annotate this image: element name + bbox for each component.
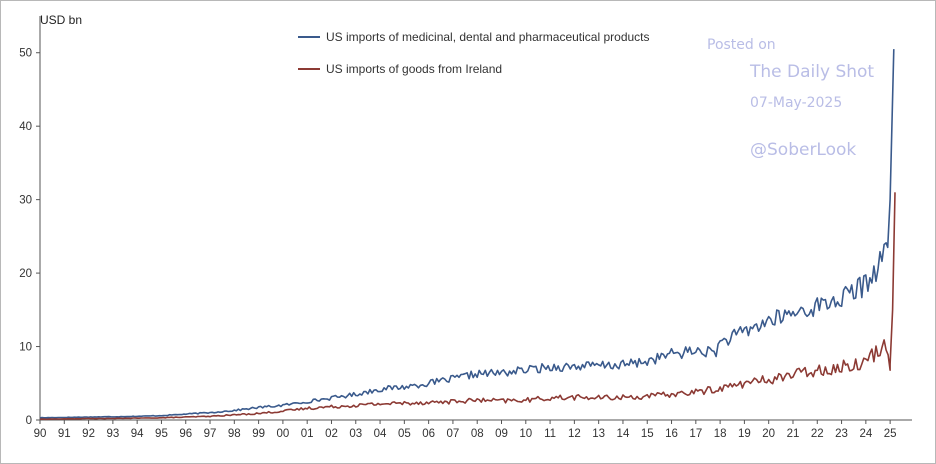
- watermark-site: The Daily Shot: [749, 62, 874, 82]
- y-tick-label: 30: [19, 195, 32, 207]
- x-tick-label: 15: [641, 428, 654, 440]
- x-tick-label: 03: [349, 428, 362, 440]
- y-axis-ticks: 0 10 20 30 40 50: [19, 48, 40, 427]
- watermark: Posted on The Daily Shot 07-May-2025 @So…: [707, 37, 874, 160]
- y-tick-label: 50: [19, 48, 32, 60]
- legend: US imports of medicinal, dental and phar…: [298, 30, 650, 76]
- x-tick-label: 20: [762, 428, 775, 440]
- x-tick-label: 98: [228, 428, 241, 440]
- x-tick-label: 21: [787, 428, 800, 440]
- y-tick-label: 40: [19, 121, 32, 133]
- x-tick-label: 05: [398, 428, 411, 440]
- x-tick-label: 95: [155, 428, 168, 440]
- x-tick-label: 19: [738, 428, 751, 440]
- watermark-date: 07-May-2025: [750, 95, 842, 111]
- x-tick-label: 93: [106, 428, 119, 440]
- x-tick-label: 23: [835, 428, 848, 440]
- x-tick-label: 07: [447, 428, 460, 440]
- x-tick-label: 09: [495, 428, 508, 440]
- x-tick-label: 22: [811, 428, 824, 440]
- x-tick-label: 11: [544, 428, 556, 440]
- x-tick-label: 24: [859, 428, 872, 440]
- x-tick-label: 04: [374, 428, 387, 440]
- x-tick-label: 94: [131, 428, 144, 440]
- x-tick-label: 97: [204, 428, 217, 440]
- legend-label-ireland: US imports of goods from Ireland: [326, 62, 502, 76]
- x-tick-label: 01: [301, 428, 314, 440]
- x-tick-label: 17: [689, 428, 702, 440]
- legend-label-pharma: US imports of medicinal, dental and phar…: [326, 30, 650, 44]
- x-tick-label: 08: [471, 428, 484, 440]
- watermark-posted-on: Posted on: [707, 37, 776, 53]
- x-tick-label: 14: [617, 428, 630, 440]
- y-tick-label: 10: [19, 342, 32, 354]
- y-axis-unit-label: USD bn: [40, 13, 82, 27]
- series-lines: [39, 49, 896, 421]
- x-tick-label: 90: [34, 428, 47, 440]
- x-tick-label: 00: [276, 428, 289, 440]
- x-tick-label: 91: [58, 428, 71, 440]
- x-tick-label: 18: [714, 428, 727, 440]
- x-tick-label: 99: [252, 428, 265, 440]
- x-tick-label: 25: [884, 428, 897, 440]
- x-tick-label: 12: [568, 428, 581, 440]
- x-tick-label: 06: [422, 428, 435, 440]
- y-tick-label: 0: [26, 415, 32, 427]
- x-tick-label: 13: [592, 428, 605, 440]
- x-tick-label: 16: [665, 428, 678, 440]
- series-line-pharma: [39, 49, 895, 419]
- x-tick-label: 96: [179, 428, 192, 440]
- x-tick-label: 92: [82, 428, 95, 440]
- x-axis-ticks: 90 91 92 93 94 95 96 97 98 99 00 01 02 03 04 05 06 07 08 09…: [34, 420, 897, 440]
- watermark-handle: @SoberLook: [750, 140, 856, 160]
- x-tick-label: 10: [519, 428, 532, 440]
- series-line-ireland: [39, 192, 896, 421]
- y-tick-label: 20: [19, 268, 32, 280]
- x-tick-label: 02: [325, 428, 338, 440]
